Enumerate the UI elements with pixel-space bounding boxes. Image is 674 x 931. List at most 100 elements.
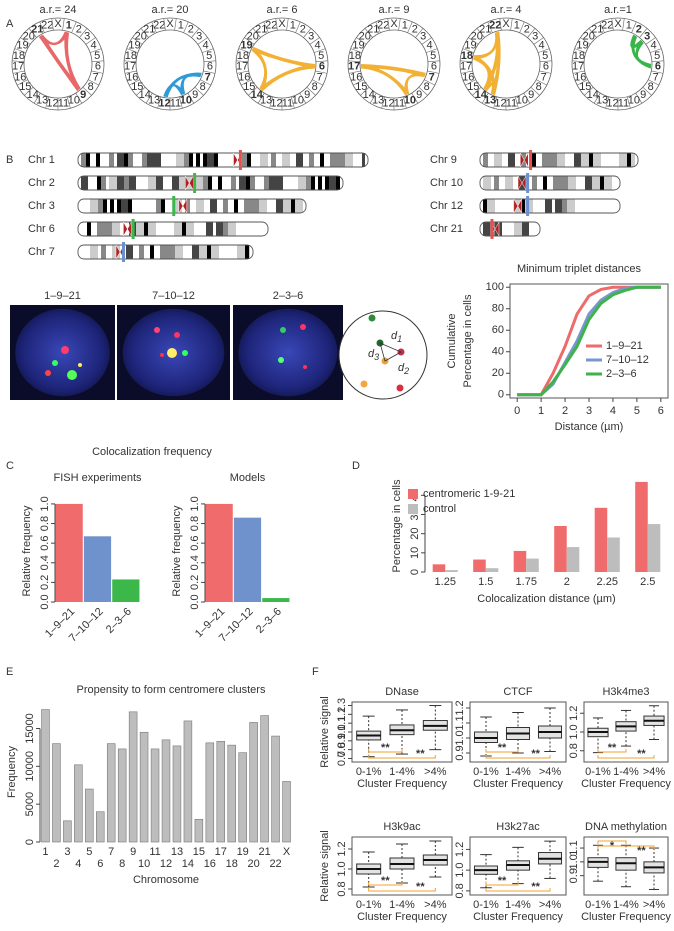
circos-chromosome: 17 — [12, 61, 24, 73]
circos-chromosome: X — [502, 18, 510, 30]
circos-divider — [14, 48, 27, 53]
circos-chromosome: 17 — [460, 61, 472, 73]
fish-spot — [303, 365, 307, 369]
circos-divider — [593, 92, 601, 104]
chromosome-band — [204, 199, 210, 213]
chromosome-band — [90, 153, 96, 167]
circos-chromosome: 17 — [348, 61, 360, 73]
chart-subtitle: FISH experiments — [53, 472, 142, 484]
x-tick-label: 7 — [108, 846, 114, 858]
chromosome-label: Chr 9 — [430, 154, 457, 166]
circos-chromosome: X — [614, 18, 622, 30]
x-tick-label: >4% — [424, 766, 447, 778]
chromosome-band — [81, 153, 86, 167]
chromosome-band — [222, 245, 228, 259]
circos-divider — [157, 96, 162, 109]
distance-subscript: 2 — [403, 366, 409, 376]
chromosome-band — [511, 222, 514, 236]
chromosome-band — [222, 176, 231, 190]
panel-label: E — [6, 666, 13, 678]
x-tick-label: 9 — [130, 846, 136, 858]
significance-bracket — [597, 845, 655, 849]
chromosome-label: Chr 12 — [430, 200, 463, 212]
circos-chromosome: 9 — [304, 89, 310, 101]
circos-divider — [364, 28, 373, 38]
diagram-spot — [360, 380, 368, 388]
fish-spot — [45, 370, 51, 376]
circos-chromosome: 8 — [648, 81, 654, 93]
circos-chromosome: 21 — [591, 24, 603, 36]
circos-chromosome: X — [166, 18, 174, 30]
circos-chromosome: 2 — [300, 24, 306, 36]
circos-link — [166, 84, 183, 98]
circos-link — [261, 66, 315, 92]
circos-chromosome: 14 — [475, 89, 488, 101]
chromosome-band — [268, 153, 271, 167]
chromosome-outline — [77, 244, 254, 260]
circos-divider — [241, 79, 252, 86]
chromosome-band — [218, 176, 222, 190]
circos-divider — [12, 60, 25, 62]
chromosome-band — [499, 176, 505, 190]
circos-divider — [163, 18, 166, 31]
chromosome-band — [291, 199, 295, 213]
y-axis-label: Percentage in cells — [462, 294, 474, 387]
y-tick-label: 0.0 — [39, 594, 51, 609]
nucleus — [238, 308, 338, 397]
circos-chromosome: 19 — [464, 40, 476, 52]
chromosome-band — [292, 176, 298, 190]
chromosome-band — [533, 199, 539, 213]
circos-divider — [468, 37, 479, 45]
circos-divider — [398, 18, 401, 31]
circos-divider — [539, 70, 552, 74]
chromosome-band — [276, 153, 282, 167]
circos-divider — [12, 70, 25, 74]
chromosome-outline — [77, 152, 369, 168]
chromosome-band — [90, 245, 98, 259]
circos-chromosome: 17 — [572, 61, 584, 73]
circos-title: a.r.= 9 — [379, 4, 410, 16]
chromosome-band — [189, 153, 193, 167]
x-tick-label: 13 — [171, 846, 183, 858]
x-tick-label: 1 — [42, 846, 48, 858]
chromosome-band — [239, 176, 246, 190]
x-tick-label: 1-4% — [505, 899, 531, 911]
chromosome-band — [190, 199, 196, 213]
circos-chromosome: 1 — [178, 19, 184, 31]
circos-chromosome: 11 — [506, 98, 517, 110]
x-axis-label: Chromosome — [133, 874, 199, 886]
chromosome-band — [161, 199, 165, 213]
x-tick-label: 1.5 — [478, 576, 493, 588]
x-axis-label: Cluster Frequency — [357, 778, 447, 790]
circos-divider — [194, 86, 204, 96]
chromosome-band — [565, 153, 574, 167]
circos-divider — [360, 86, 370, 96]
x-tick-label: 4 — [610, 405, 616, 417]
chromosome-band — [218, 153, 227, 167]
circos-chromosome: 15 — [131, 81, 143, 93]
x-tick-label: 8 — [119, 858, 125, 870]
chromosome-label: Chr 7 — [28, 246, 55, 258]
chromosome-band — [102, 222, 107, 236]
circos-divider — [33, 92, 41, 104]
y-tick-label: 0.2 — [39, 575, 51, 590]
circos-chromosome: 16 — [14, 71, 26, 83]
bar — [205, 503, 233, 602]
circos-chromosome: 13 — [484, 95, 496, 107]
circos-title: a.r.= 6 — [267, 4, 298, 16]
x-tick-label: 17 — [215, 846, 227, 858]
distance-symbol: d — [398, 362, 405, 374]
chromosome-band — [228, 199, 234, 213]
chromosome-band — [552, 199, 555, 213]
chromosome-band — [159, 222, 165, 236]
probe-marker — [526, 173, 530, 193]
circos-chromosome: 2 — [188, 24, 194, 36]
bar — [150, 748, 160, 843]
circos-chromosome: 6 — [431, 61, 437, 73]
chromosome-band — [124, 176, 129, 190]
probe-marker — [172, 196, 176, 216]
chromosome-band — [207, 245, 211, 259]
chromosome-band — [568, 176, 576, 190]
chromosome-band — [318, 176, 322, 190]
chromosome-band — [251, 153, 260, 167]
